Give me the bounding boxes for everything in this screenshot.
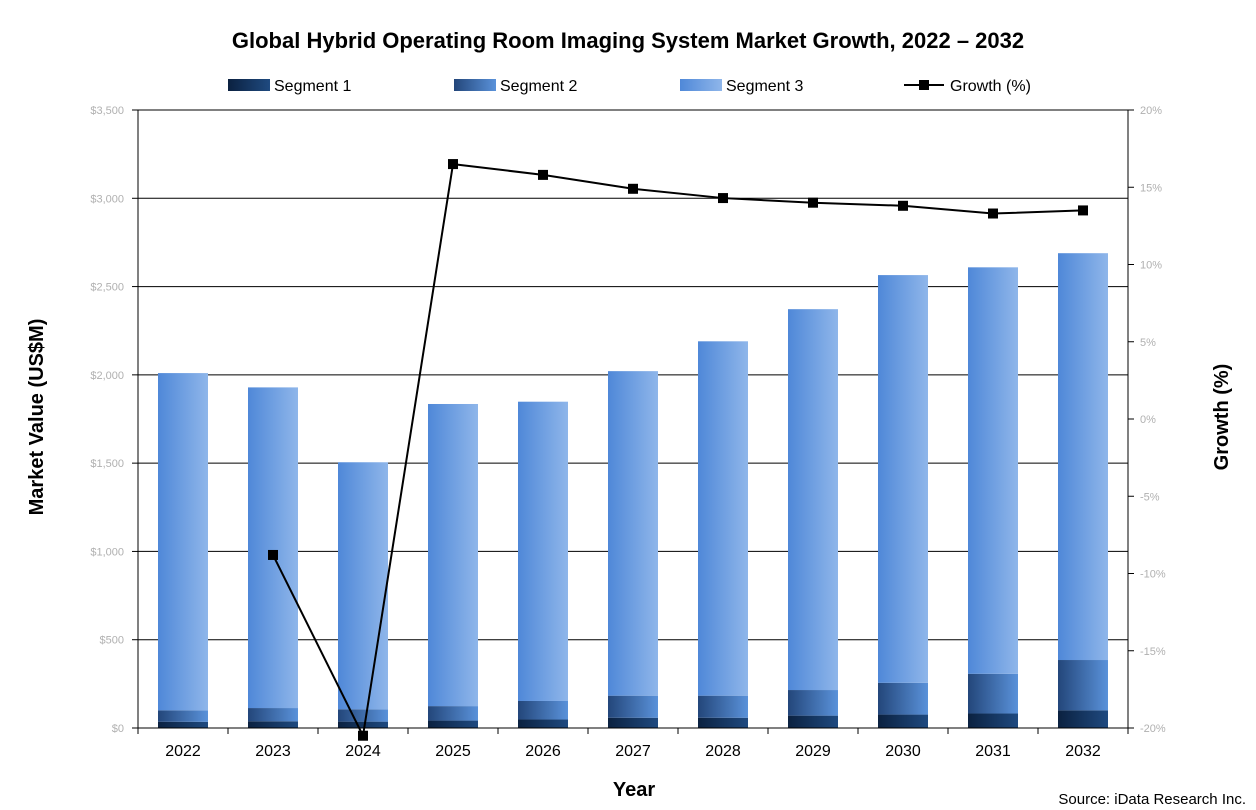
- growth-marker: [1078, 205, 1088, 216]
- bar-segment-3: [1058, 253, 1108, 661]
- x-tick-label: 2022: [165, 743, 201, 760]
- bar-segment-2: [158, 710, 208, 722]
- bar-segment-3: [788, 309, 838, 691]
- bar-segment-1: [878, 714, 928, 728]
- x-tick-label: 2025: [435, 743, 471, 760]
- chart-title: Global Hybrid Operating Room Imaging Sys…: [232, 28, 1024, 53]
- growth-marker: [268, 549, 278, 560]
- legend-label: Segment 2: [500, 78, 577, 95]
- y2-tick-label: 15%: [1140, 182, 1162, 194]
- source-note: Source: iData Research Inc.: [1058, 791, 1246, 808]
- y-tick-label: $3,000: [90, 193, 124, 205]
- bar-segment-3: [158, 373, 208, 711]
- bar-segment-3: [428, 403, 478, 707]
- bar-segment-3: [518, 401, 568, 701]
- growth-marker: [988, 208, 998, 219]
- bar-segment-1: [608, 717, 658, 728]
- y-axis-title: Market Value (US$M): [26, 319, 48, 516]
- bar-segment-2: [698, 695, 748, 718]
- bar-segment-1: [158, 721, 208, 728]
- bar-segment-3: [338, 462, 388, 710]
- legend-swatch-marker: [919, 80, 929, 90]
- legend-label: Segment 1: [274, 78, 351, 95]
- y-tick-labels: $0 $500 $1,000 $1,500 $2,000 $2,500 $3,000 $3,5…: [90, 105, 124, 735]
- x-tick-label: 2030: [885, 743, 921, 760]
- y2-tick-label: 5%: [1140, 337, 1156, 349]
- bar-segment-2: [1058, 660, 1108, 711]
- x-tick-label: 2023: [255, 743, 291, 760]
- y-tick-label: $2,500: [90, 282, 124, 294]
- bar-segment-2: [788, 690, 838, 716]
- bar-segment-1: [338, 721, 388, 728]
- bar-segment-2: [968, 673, 1018, 714]
- y-tick-label: $500: [100, 635, 124, 647]
- legend-label: Segment 3: [726, 78, 803, 95]
- growth-marker: [538, 169, 548, 180]
- y-tick-label: $1,000: [90, 546, 124, 558]
- bar-segment-3: [968, 267, 1018, 674]
- bar-segment-3: [878, 275, 928, 683]
- legend-label: Growth (%): [950, 78, 1031, 95]
- bar-segment-1: [518, 719, 568, 728]
- growth-marker: [808, 197, 818, 208]
- legend-swatch: [454, 79, 496, 91]
- x-tick-label: 2029: [795, 743, 831, 760]
- x-tick-label: 2032: [1065, 743, 1101, 760]
- y2-tick-label: -20%: [1140, 723, 1166, 735]
- bar-segment-3: [608, 371, 658, 696]
- x-tick-label: 2024: [345, 743, 381, 760]
- growth-marker: [718, 193, 728, 204]
- bars: [158, 253, 1108, 728]
- bar-segment-3: [248, 387, 298, 709]
- bar-segment-1: [698, 717, 748, 728]
- x-tick-label: 2027: [615, 743, 651, 760]
- bar-segment-1: [428, 720, 478, 728]
- bar-segment-1: [1058, 710, 1108, 728]
- y2-tick-label: -5%: [1140, 491, 1160, 503]
- bar-segment-2: [248, 708, 298, 722]
- growth-marker: [358, 730, 368, 741]
- growth-line-path: [272, 162, 1084, 739]
- bar-segment-2: [878, 682, 928, 715]
- y2-tick-label: -15%: [1140, 646, 1166, 658]
- bar-segment-1: [968, 713, 1018, 728]
- x-tick-label: 2028: [705, 743, 741, 760]
- x-tick-label: 2026: [525, 743, 561, 760]
- y2-tick-label: 20%: [1140, 105, 1162, 117]
- growth-marker: [628, 183, 638, 194]
- growth-marker: [448, 159, 458, 170]
- bar-segment-2: [428, 706, 478, 721]
- bar-segment-2: [338, 709, 388, 722]
- legend-swatch: [228, 79, 270, 91]
- growth-marker: [898, 200, 908, 211]
- x-axis-title: Year: [613, 779, 655, 801]
- y2-tick-label: 0%: [1140, 414, 1156, 426]
- legend: Segment 1 Segment 2 Segment 3 Growth (%): [228, 78, 1031, 95]
- y2-tick-label: 10%: [1140, 260, 1162, 272]
- axes: [132, 109, 1134, 734]
- bar-segment-3: [698, 341, 748, 696]
- bar-segment-2: [518, 700, 568, 720]
- x-tick-label: 2031: [975, 743, 1011, 760]
- legend-swatch: [680, 79, 722, 91]
- bar-segment-1: [788, 715, 838, 728]
- bar-segment-1: [248, 721, 298, 728]
- y-tick-label: $0: [112, 723, 124, 735]
- y-tick-label: $2,000: [90, 370, 124, 382]
- y-tick-label: $1,500: [90, 458, 124, 470]
- y-tick-label: $3,500: [90, 105, 124, 117]
- y2-axis-title: Growth (%): [1211, 364, 1233, 471]
- y2-tick-labels: -20% -15% -10% -5% 0% 5% 10% 15% 20%: [1140, 105, 1166, 735]
- bar-segment-2: [608, 695, 658, 718]
- growth-line: [268, 159, 1088, 741]
- y2-tick-label: -10%: [1140, 569, 1166, 581]
- x-tick-labels: 2022 2023 2024 2025 2026 2027 2028 2029 2030 2031…: [165, 743, 1101, 760]
